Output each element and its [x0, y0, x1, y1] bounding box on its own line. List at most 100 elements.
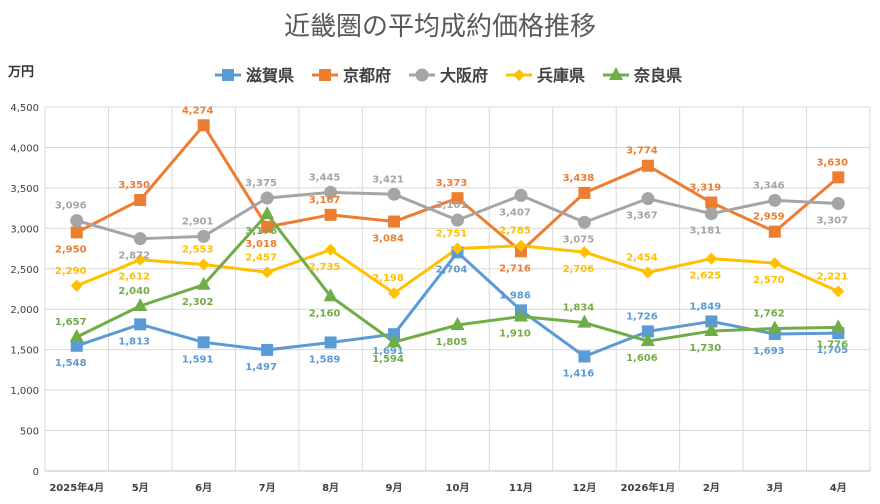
data-label: 2,785	[499, 226, 531, 237]
data-point-marker	[513, 308, 528, 322]
data-point-marker	[705, 315, 718, 328]
x-tick-label: 6月	[195, 482, 212, 494]
data-label: 1,849	[690, 301, 722, 312]
data-point-marker	[641, 325, 654, 338]
y-tick-label: 2,000	[10, 305, 39, 316]
data-point-marker	[261, 266, 274, 279]
data-label: 3,319	[690, 183, 722, 194]
data-label: 2,751	[436, 228, 468, 239]
data-point-marker	[577, 215, 591, 229]
data-point-marker	[134, 318, 147, 331]
data-label: 2,706	[563, 264, 595, 275]
chart-legend: 滋賀県 京都府 大阪府 兵庫県 奈良県	[215, 66, 682, 85]
data-point-marker	[324, 243, 337, 256]
data-label: 1,986	[499, 290, 531, 301]
data-label: 1,813	[118, 336, 150, 347]
data-label: 3,375	[245, 178, 277, 189]
data-point-marker	[831, 319, 846, 333]
data-label: 4,274	[182, 105, 214, 116]
data-point-marker	[832, 285, 845, 298]
x-tick-label: 5月	[132, 482, 149, 494]
data-label: 3,630	[816, 157, 848, 168]
x-tick-label: 10月	[446, 482, 470, 494]
data-label: 1,910	[499, 329, 531, 340]
data-point-marker	[388, 215, 401, 228]
data-point-marker	[388, 287, 401, 300]
data-label: 3,346	[753, 180, 785, 191]
data-point-marker	[70, 279, 83, 292]
data-label: 3,367	[626, 211, 658, 222]
data-label: 2,570	[753, 275, 785, 286]
data-point-marker	[513, 69, 525, 81]
x-tick-label: 4月	[830, 482, 847, 494]
data-point-marker	[324, 208, 337, 221]
legend-label: 奈良県	[633, 66, 682, 85]
data-point-marker	[831, 197, 845, 211]
data-point-marker	[196, 276, 211, 290]
data-point-marker	[323, 288, 338, 302]
data-point-marker	[260, 206, 275, 220]
data-point-marker	[260, 191, 274, 205]
y-tick-label: 500	[20, 427, 39, 438]
data-point-marker	[578, 186, 591, 199]
data-point-marker	[69, 328, 84, 342]
series-markers	[69, 119, 846, 363]
data-point-marker	[704, 323, 719, 337]
data-point-marker	[451, 242, 464, 255]
data-point-marker	[197, 336, 210, 349]
data-point-marker	[319, 69, 331, 81]
data-label: 1,589	[309, 354, 341, 365]
data-point-marker	[415, 68, 429, 82]
data-label: 1,776	[816, 339, 848, 350]
data-label: 1,416	[563, 368, 595, 379]
data-label: 2,454	[626, 252, 658, 263]
data-label: 1,591	[182, 354, 214, 365]
x-tick-label: 8月	[322, 482, 339, 494]
x-axis-ticks: 2025年4月 5月 6月 7月 8月 9月 10月 11月 12月 2026年1月 2月 3月 4月	[49, 481, 846, 494]
data-label: 2,160	[309, 308, 341, 319]
data-label: 1,497	[245, 362, 277, 373]
data-point-marker	[70, 339, 83, 352]
data-label: 1,693	[753, 346, 785, 357]
data-point-marker	[387, 334, 402, 348]
data-point-marker	[705, 196, 718, 209]
data-point-marker	[197, 258, 210, 271]
data-label: 2,735	[309, 262, 341, 273]
data-label: 3,096	[55, 201, 87, 212]
data-label: 2,221	[816, 271, 848, 282]
data-label: 1,548	[55, 358, 87, 369]
grid-lines	[44, 106, 871, 472]
x-tick-label: 11月	[509, 482, 533, 494]
data-point-marker	[641, 266, 654, 279]
data-point-marker	[578, 350, 591, 363]
data-point-marker	[514, 239, 527, 252]
data-label: 3,407	[499, 207, 531, 218]
data-label: 2,290	[55, 266, 87, 277]
data-point-marker	[197, 229, 211, 243]
data-point-marker	[261, 220, 274, 233]
data-label: 2,198	[372, 273, 404, 284]
x-tick-label: 7月	[259, 482, 276, 494]
y-tick-label: 4,500	[10, 103, 39, 114]
data-point-marker	[324, 185, 338, 199]
data-point-marker	[197, 119, 210, 132]
data-point-marker	[768, 225, 781, 238]
data-label: 2,553	[182, 244, 214, 255]
data-label: 3,018	[245, 239, 277, 250]
data-label: 1,691	[372, 346, 404, 357]
data-point-marker	[450, 316, 465, 330]
data-label: 1,705	[816, 345, 848, 356]
y-axis-unit-label: 万円	[7, 65, 34, 80]
x-tick-label: 12月	[572, 482, 596, 494]
legend-label: 京都府	[343, 66, 391, 85]
y-tick-label: 3,500	[10, 184, 39, 195]
data-label: 2,625	[690, 271, 722, 282]
data-label: 2,950	[55, 244, 87, 255]
data-label: 2,040	[118, 286, 150, 297]
data-label: 2,901	[182, 216, 214, 227]
data-point-marker	[261, 343, 274, 356]
y-tick-label: 1,000	[10, 386, 39, 397]
data-point-marker	[70, 226, 83, 239]
